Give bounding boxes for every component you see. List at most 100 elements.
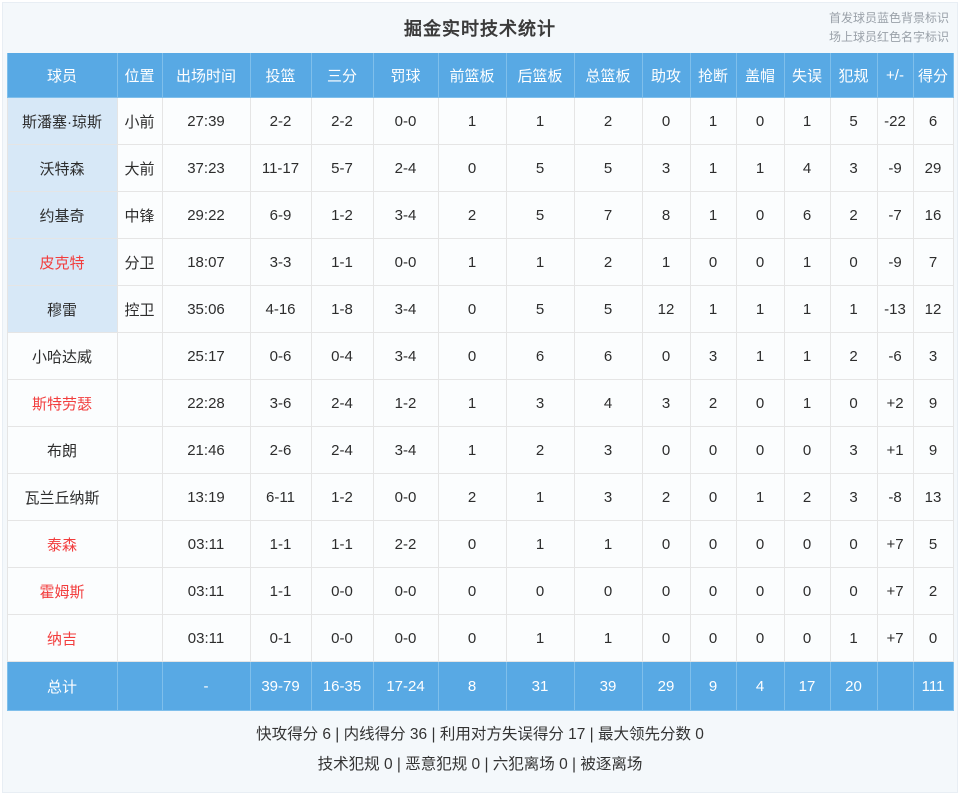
stat-cell: 0 — [689, 520, 737, 568]
stat-cell: 9 — [912, 426, 954, 474]
stat-cell: +7 — [876, 520, 914, 568]
stat-cell: 11-17 — [249, 144, 312, 192]
stat-cell: 3 — [912, 332, 954, 380]
summary-line-2: 技术犯规 0 | 恶意犯规 0 | 六犯离场 0 | 被逐离场 — [317, 756, 643, 773]
totals-cell: 31 — [505, 661, 575, 711]
stat-cell: 3-4 — [372, 426, 439, 474]
stat-cell: 0-4 — [310, 332, 374, 380]
column-header: 前篮板 — [437, 53, 507, 98]
column-header: 总篮板 — [573, 53, 643, 98]
stat-cell: 4-16 — [249, 285, 312, 333]
stat-cell: 8 — [641, 191, 691, 239]
stat-cell: 0 — [437, 567, 507, 615]
stat-cell: 1 — [689, 285, 737, 333]
stat-cell: 2 — [437, 191, 507, 239]
stat-cell: -13 — [876, 285, 914, 333]
stat-cell: 2 — [573, 238, 643, 286]
totals-label-cell: 总计 — [6, 661, 118, 711]
stat-cell: 0 — [735, 426, 785, 474]
stat-cell: 2 — [437, 473, 507, 521]
stat-cell: 2-2 — [310, 97, 374, 145]
stat-cell: 2-4 — [310, 379, 374, 427]
totals-cell: 4 — [735, 661, 785, 711]
stat-cell: 分卫 — [116, 238, 163, 286]
stat-cell: 5 — [912, 520, 954, 568]
stat-cell: 6 — [505, 332, 575, 380]
stat-cell: -22 — [876, 97, 914, 145]
stat-cell: 1 — [783, 238, 831, 286]
stat-cell: 1 — [689, 144, 737, 192]
stat-cell: 1 — [437, 379, 507, 427]
stat-cell: 0-0 — [372, 567, 439, 615]
stat-cell: 1 — [505, 520, 575, 568]
stat-cell: 0 — [735, 191, 785, 239]
column-header: 后篮板 — [505, 53, 575, 98]
player-name-cell: 泰森 — [6, 520, 118, 568]
stat-cell: 0 — [641, 332, 691, 380]
stat-cell: 0 — [689, 426, 737, 474]
stat-cell — [116, 520, 163, 568]
stat-cell: 1 — [689, 97, 737, 145]
stat-cell: 中锋 — [116, 191, 163, 239]
stat-cell: 0 — [437, 144, 507, 192]
stat-cell: 0 — [783, 426, 831, 474]
column-header: 得分 — [912, 53, 954, 98]
player-name-cell: 约基奇 — [6, 191, 118, 239]
summary-line-1: 快攻得分 6 | 内线得分 36 | 利用对方失误得分 17 | 最大领先分数 … — [256, 726, 704, 743]
stat-cell: 22:28 — [161, 379, 251, 427]
stat-cell: 1 — [505, 97, 575, 145]
stat-cell: 1-2 — [310, 191, 374, 239]
stat-cell: 0 — [641, 426, 691, 474]
stat-cell: 2-6 — [249, 426, 312, 474]
table-row: 斯潘塞·琼斯 小前 27:39 2-2 2-2 0-0 1 1 2 0 1 0 1 5 -22 6 — [6, 97, 954, 145]
stat-cell — [116, 473, 163, 521]
stat-cell: 0 — [829, 520, 878, 568]
player-name-cell: 霍姆斯 — [6, 567, 118, 615]
stat-cell: 5-7 — [310, 144, 374, 192]
stat-cell: 6 — [783, 191, 831, 239]
stat-cell: 12 — [912, 285, 954, 333]
stat-cell: 5 — [573, 285, 643, 333]
stat-cell: 3-4 — [372, 191, 439, 239]
totals-cell: 39 — [573, 661, 643, 711]
column-header: 出场时间 — [161, 53, 251, 98]
stat-cell: 2 — [912, 567, 954, 615]
table-row: 皮克特 分卫 18:07 3-3 1-1 0-0 1 1 2 1 0 0 1 0 -9 7 — [6, 238, 954, 286]
stat-cell: 0 — [783, 567, 831, 615]
stat-cell: 1 — [783, 97, 831, 145]
stat-cell: 2 — [829, 332, 878, 380]
stat-cell: 5 — [573, 144, 643, 192]
stat-cell — [116, 426, 163, 474]
table-row: 斯特劳瑟 22:28 3-6 2-4 1-2 1 3 4 3 2 0 1 0 +2 9 — [6, 379, 954, 427]
stat-cell: 1 — [505, 238, 575, 286]
stat-cell: 0 — [735, 238, 785, 286]
column-header: 罚球 — [372, 53, 439, 98]
stat-cell: 7 — [573, 191, 643, 239]
totals-cell: 17-24 — [372, 661, 439, 711]
stat-cell: 03:11 — [161, 614, 251, 662]
stat-cell: 9 — [912, 379, 954, 427]
stat-cell: 1 — [437, 238, 507, 286]
stat-cell: 6-11 — [249, 473, 312, 521]
table-row: 小哈达威 25:17 0-6 0-4 3-4 0 6 6 0 3 1 1 2 -6 3 — [6, 332, 954, 380]
stat-cell: 0-0 — [372, 473, 439, 521]
player-name-cell: 穆雷 — [6, 285, 118, 333]
totals-cell: 39-79 — [249, 661, 312, 711]
stat-cell: 1 — [437, 426, 507, 474]
totals-cell: 111 — [912, 661, 954, 711]
stat-cell: 0-6 — [249, 332, 312, 380]
stat-cell: 1 — [783, 332, 831, 380]
stat-cell: 0 — [641, 614, 691, 662]
stat-cell: 4 — [573, 379, 643, 427]
stat-cell: 控卫 — [116, 285, 163, 333]
stat-cell: 1 — [689, 191, 737, 239]
team-summary: 快攻得分 6 | 内线得分 36 | 利用对方失误得分 17 | 最大领先分数 … — [3, 711, 957, 792]
stat-cell: 1-2 — [310, 473, 374, 521]
stat-cell: 1 — [783, 285, 831, 333]
stat-cell: 1 — [573, 520, 643, 568]
legend-line-oncourt: 场上球员红色名字标识 — [828, 30, 949, 44]
stats-table-head: 球员 位置 出场时间 投篮 三分 罚球 前篮板 后篮板 总篮板 助攻 抢断 盖帽 失误 犯规 +/- 得分 — [6, 53, 954, 98]
stat-cell: 03:11 — [161, 520, 251, 568]
stat-cell: 0-1 — [249, 614, 312, 662]
